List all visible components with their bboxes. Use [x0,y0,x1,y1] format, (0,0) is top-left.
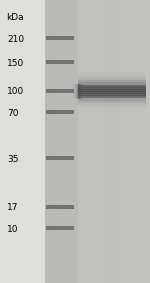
Bar [75,83,79,98]
Bar [73,83,76,98]
Bar [78,95,146,96]
Bar [78,87,146,88]
Bar [78,79,146,80]
Bar [76,83,80,98]
Bar [78,100,146,101]
Bar [78,108,146,109]
Text: 17: 17 [7,203,18,213]
Bar [78,74,146,75]
Bar [46,89,74,93]
Bar [72,83,76,98]
Bar [78,78,146,79]
Bar [78,91,146,92]
Text: 35: 35 [7,155,18,164]
Bar [78,101,146,102]
Bar [78,109,146,110]
Bar [78,87,146,88]
Text: 100: 100 [7,87,24,97]
Bar [78,89,146,90]
Bar [78,105,146,106]
Bar [78,90,146,91]
Bar [78,95,146,96]
Bar [78,106,146,107]
Bar [78,76,146,77]
Bar [78,86,146,87]
Bar [78,91,146,92]
Bar [78,73,146,74]
Text: 10: 10 [7,224,18,233]
Bar [46,60,74,64]
Bar [77,83,81,98]
Bar [78,93,146,94]
Bar [78,94,146,95]
Bar [46,110,74,114]
Bar [78,82,146,83]
Bar [78,72,146,73]
Text: 70: 70 [7,108,18,117]
Bar [75,83,79,98]
Bar [78,99,146,100]
Bar [78,100,146,101]
Bar [78,103,146,104]
Bar [46,156,74,160]
Bar [78,85,146,97]
Bar [46,205,74,209]
Bar [78,88,146,89]
Bar [73,83,77,98]
Bar [78,80,146,81]
Text: 210: 210 [7,35,24,44]
Bar [78,92,146,93]
Bar [78,89,146,90]
Bar [78,75,146,76]
Bar [78,85,146,86]
Bar [78,110,146,111]
Bar [78,71,146,72]
Bar [78,84,146,85]
Bar [78,102,146,103]
Bar [78,98,146,99]
Bar [78,107,146,108]
Bar [77,83,81,98]
Bar [78,77,146,78]
Bar [78,108,146,109]
Bar [78,106,146,107]
Bar [76,83,80,98]
Bar [78,81,146,82]
Bar [74,83,78,98]
Bar [78,85,146,86]
Bar [78,83,146,84]
Bar [78,97,146,98]
Bar [78,104,146,105]
Bar [78,82,146,83]
Bar [78,104,146,105]
Bar [78,97,146,98]
Bar [78,78,146,79]
Bar [78,93,146,94]
Bar [78,83,82,98]
Bar [78,74,146,75]
Bar [78,98,146,100]
Bar [78,80,146,81]
Bar [78,76,146,77]
Text: kDa: kDa [6,13,24,22]
Bar [78,96,146,97]
Bar [74,83,78,98]
Text: 150: 150 [7,59,24,68]
Bar [78,102,146,103]
Bar [78,72,146,73]
Bar [46,226,74,230]
Bar [46,36,74,40]
Bar [78,83,146,84]
